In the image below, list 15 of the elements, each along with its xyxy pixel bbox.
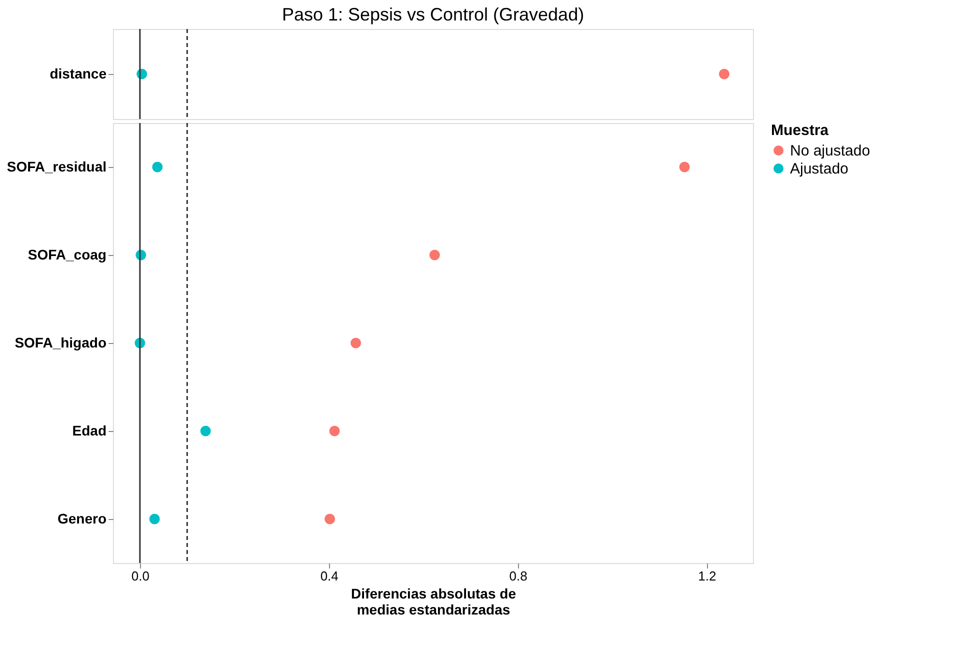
x-tick-label: 0.4 — [320, 568, 338, 584]
legend-label: Ajustado — [790, 160, 848, 178]
x-tick-label: 1.2 — [698, 568, 716, 584]
x-axis-title: Diferencias absolutas de medias estandarizadas — [351, 586, 516, 618]
y-tick-label: SOFA_residual — [6, 158, 106, 174]
y-tick-label: SOFA_higado — [14, 334, 106, 350]
y-tick-label: distance — [50, 66, 107, 82]
y-tick-label: Genero — [57, 510, 106, 526]
x-tick-label: 0.0 — [131, 568, 150, 584]
legend-label: No ajustado — [790, 142, 870, 160]
chart-title: Paso 1: Sepsis vs Control (Gravedad) — [282, 4, 584, 24]
y-tick-label: Edad — [72, 422, 106, 438]
y-tick-label: SOFA_coag — [28, 246, 106, 262]
legend-title: Muestra — [771, 122, 830, 139]
x-tick-label: 0.8 — [509, 568, 528, 584]
